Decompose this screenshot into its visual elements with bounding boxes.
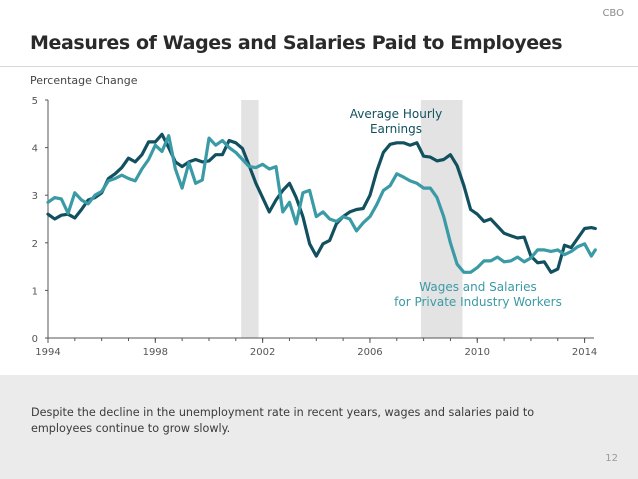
line-chart: Percentage Change 0 1 2 3 4 5 1994 1998 2002 2006 2… — [30, 74, 597, 358]
series-label-wages-and-salaries: for Private Industry Workers — [394, 295, 562, 309]
chart-title: Measures of Wages and Salaries Paid to E… — [30, 32, 563, 54]
x-tick-label: 2002 — [250, 347, 275, 358]
y-axis-label: Percentage Change — [30, 74, 138, 87]
series-line-average-hourly-earnings — [46, 132, 597, 274]
recession-shading — [241, 100, 259, 338]
page-number: 12 — [605, 453, 618, 464]
x-tick-label: 2014 — [572, 347, 597, 358]
recession-shading — [420, 100, 463, 338]
series-line-wages-and-salaries — [46, 134, 597, 274]
series-label-average-hourly-earnings: Earnings — [370, 122, 422, 136]
series-label-wages-and-salaries: Wages and Salaries — [419, 280, 536, 294]
x-tick-label: 2010 — [465, 347, 490, 358]
title-divider — [0, 66, 638, 67]
footer-panel: Despite the decline in the unemployment … — [0, 375, 638, 479]
footer-note: Despite the decline in the unemployment … — [31, 406, 535, 435]
x-tick-label: 1994 — [35, 347, 60, 358]
y-tick-label: 5 — [32, 96, 38, 107]
y-tick-label: 4 — [32, 144, 38, 155]
y-tick-label: 1 — [32, 286, 38, 297]
y-tick-label: 2 — [32, 239, 38, 250]
x-tick-label: 1998 — [143, 347, 168, 358]
y-tick-label: 3 — [32, 191, 38, 202]
x-tick-label: 2006 — [357, 347, 382, 358]
series-label-average-hourly-earnings: Average Hourly — [350, 107, 442, 121]
org-label: CBO — [602, 8, 624, 19]
y-tick-label: 0 — [32, 334, 38, 345]
